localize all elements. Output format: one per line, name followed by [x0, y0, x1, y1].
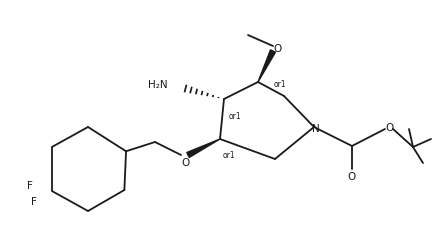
Polygon shape	[258, 51, 276, 83]
Text: F: F	[28, 180, 33, 190]
Text: O: O	[386, 122, 394, 132]
Text: or1: or1	[229, 112, 241, 121]
Text: O: O	[181, 157, 189, 167]
Text: or1: or1	[274, 80, 286, 89]
Polygon shape	[187, 139, 220, 158]
Text: H₂N: H₂N	[148, 80, 168, 90]
Text: or1: or1	[223, 151, 235, 160]
Text: O: O	[274, 44, 282, 54]
Text: N: N	[312, 123, 320, 133]
Text: F: F	[32, 196, 37, 206]
Text: O: O	[348, 171, 356, 181]
